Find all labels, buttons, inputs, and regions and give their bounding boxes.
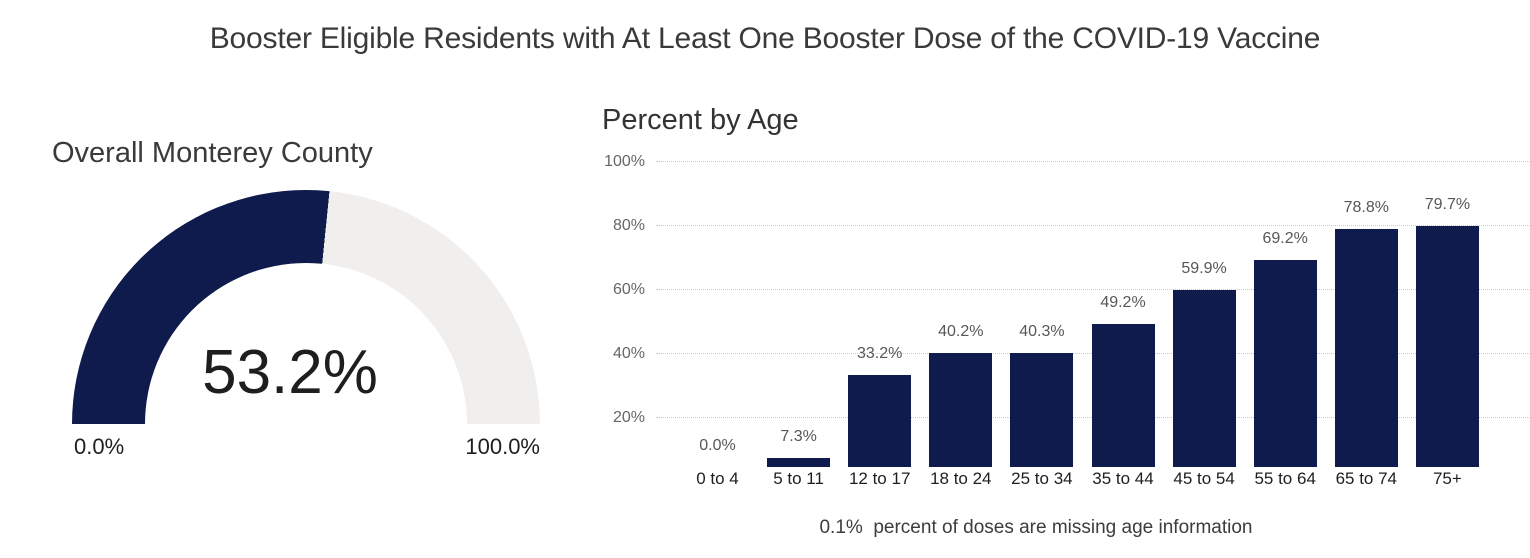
bar-25-to-34[interactable]: [1010, 352, 1074, 467]
x-label-18-to-24: 18 to 24: [930, 469, 992, 488]
x-label-75+: 75+: [1432, 469, 1462, 488]
gauge-max-label: 100.0%: [465, 434, 540, 459]
dashboard-title: Booster Eligible Residents with At Least…: [209, 22, 1321, 55]
bar-55-to-64[interactable]: [1253, 260, 1317, 467]
bar-value-label-25-to-34: 40.3%: [1019, 322, 1065, 340]
bar-value-label-5-to-11: 7.3%: [780, 428, 817, 446]
bar-65-to-74[interactable]: [1334, 229, 1398, 467]
bar-12-to-17[interactable]: [848, 375, 912, 467]
bar-value-label-55-to-64: 69.2%: [1262, 230, 1308, 248]
y-tick-60%: 60%: [612, 280, 645, 298]
bar-value-label-12-to-17: 33.2%: [857, 345, 903, 363]
bar-value-label-0-to-4: 0.0%: [699, 437, 736, 454]
gauge-chart[interactable]: 53.2%: [72, 190, 540, 424]
y-tick-40%: 40%: [612, 344, 645, 362]
bar-plot-area: 0.0% 7.3% 33.2% 40.2% 40.3% 49.2% 59.9% 69.2% 78…: [656, 160, 1530, 467]
bar-value-label-35-to-44: 49.2%: [1100, 294, 1146, 312]
x-label-35-to-44: 35 to 44: [1092, 469, 1154, 488]
bar-18-to-24[interactable]: [929, 352, 993, 467]
y-tick-20%: 20%: [612, 408, 645, 426]
footnote: 0.1% percent of doses are missing age in…: [819, 517, 1253, 538]
x-label-65-to-74: 65 to 74: [1335, 469, 1398, 488]
bar-35-to-44[interactable]: [1091, 324, 1155, 467]
gauge-min-label: 0.0%: [74, 434, 125, 459]
y-tick-100%: 100%: [604, 152, 645, 170]
x-label-12-to-17: 12 to 17: [848, 469, 911, 488]
bar-value-label-18-to-24: 40.2%: [938, 322, 984, 340]
x-label-0-to-4: 0 to 4: [696, 469, 739, 488]
bar-value-label-45-to-54: 59.9%: [1181, 259, 1227, 277]
gauge-value: 53.2%: [202, 338, 378, 407]
y-tick-80%: 80%: [612, 216, 645, 234]
bar-5-to-11[interactable]: [767, 458, 831, 467]
bar-chart-title: Percent by Age: [602, 104, 799, 136]
x-label-25-to-34: 25 to 34: [1011, 469, 1073, 488]
gridline-100%: [656, 160, 1530, 162]
x-label-5-to-11: 5 to 11: [773, 469, 824, 488]
x-label-45-to-54: 45 to 54: [1173, 469, 1235, 488]
gridline-60%: [656, 288, 1530, 290]
x-label-55-to-64: 55 to 64: [1254, 469, 1316, 488]
bar-45-to-54[interactable]: [1172, 289, 1236, 467]
gridline-80%: [656, 224, 1530, 226]
bar-value-label-75+: 79.7%: [1424, 196, 1471, 214]
gauge-title: Overall Monterey County: [52, 137, 373, 169]
bar-75+[interactable]: [1415, 226, 1479, 467]
bar-value-label-65-to-74: 78.8%: [1343, 199, 1389, 217]
